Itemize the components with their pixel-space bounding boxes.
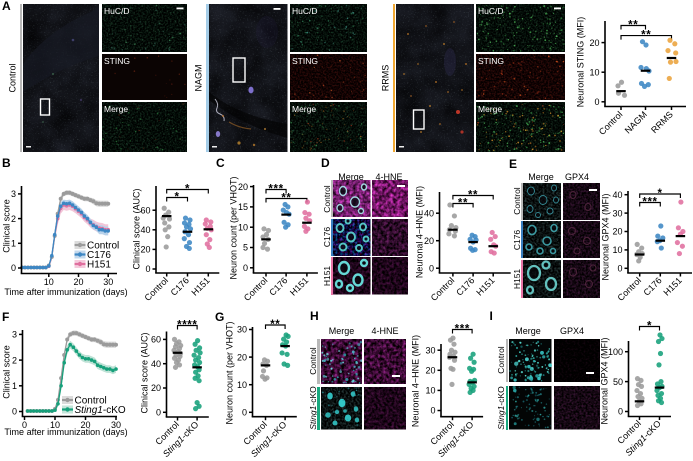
svg-text:20: 20: [424, 236, 434, 246]
svg-text:0: 0: [429, 263, 434, 273]
svg-text:Control: Control: [597, 109, 625, 137]
svg-text:**: **: [270, 319, 280, 331]
svg-text:3: 3: [12, 330, 17, 340]
svg-text:40: 40: [151, 359, 161, 369]
svg-text:0: 0: [594, 97, 599, 107]
svg-text:Control: Control: [242, 275, 270, 303]
svg-text:40: 40: [424, 208, 434, 218]
svg-text:20: 20: [238, 182, 248, 192]
svg-text:***: ***: [268, 184, 283, 196]
svg-text:H151: H151: [474, 275, 496, 297]
svg-text:40: 40: [612, 190, 622, 200]
svg-text:20: 20: [589, 38, 599, 48]
svg-text:*: *: [658, 188, 663, 200]
svg-text:15: 15: [238, 202, 248, 212]
svg-text:C176: C176: [641, 275, 663, 297]
svg-text:10: 10: [612, 245, 622, 255]
svg-text:**: **: [458, 198, 468, 210]
svg-text:Control: Control: [143, 275, 171, 303]
svg-text:1: 1: [11, 239, 16, 249]
svg-text:10: 10: [44, 277, 54, 287]
svg-text:0: 0: [12, 407, 17, 417]
svg-text:10: 10: [589, 67, 599, 77]
svg-text:10: 10: [425, 386, 435, 396]
svg-text:0: 0: [156, 408, 161, 418]
svg-text:C176: C176: [87, 250, 111, 261]
svg-text:**: **: [628, 20, 638, 32]
svg-text:H151: H151: [87, 260, 111, 271]
svg-text:Control: Control: [616, 275, 644, 303]
svg-text:20: 20: [425, 366, 435, 376]
svg-text:Control: Control: [87, 241, 119, 252]
svg-text:1: 1: [12, 381, 17, 391]
svg-text:0: 0: [242, 408, 247, 418]
svg-text:20: 20: [612, 227, 622, 237]
svg-text:Sting1-cKO: Sting1-cKO: [75, 405, 126, 416]
svg-text:30: 30: [612, 208, 622, 218]
svg-text:*: *: [175, 192, 180, 204]
svg-text:****: ****: [177, 320, 197, 332]
svg-text:40: 40: [140, 225, 150, 235]
svg-text:C176: C176: [169, 275, 191, 297]
svg-text:H151: H151: [189, 275, 211, 297]
svg-text:30: 30: [103, 277, 113, 287]
svg-text:20: 20: [237, 352, 247, 362]
svg-text:0: 0: [145, 264, 150, 274]
svg-text:2: 2: [11, 214, 16, 224]
svg-text:30: 30: [425, 345, 435, 355]
svg-text:**: **: [281, 193, 291, 205]
svg-text:20: 20: [80, 420, 90, 430]
svg-text:10: 10: [238, 222, 248, 232]
svg-text:5: 5: [243, 243, 248, 253]
svg-text:20: 20: [151, 383, 161, 393]
svg-text:0: 0: [430, 406, 435, 416]
svg-text:50: 50: [613, 377, 623, 387]
svg-text:H151: H151: [288, 275, 310, 297]
svg-text:**: **: [468, 190, 478, 202]
svg-text:NAGM: NAGM: [623, 109, 649, 135]
svg-text:20: 20: [140, 245, 150, 255]
svg-text:30: 30: [237, 325, 247, 335]
svg-text:0: 0: [243, 263, 248, 273]
svg-text:2: 2: [12, 355, 17, 365]
svg-text:***: ***: [642, 197, 657, 209]
svg-text:3: 3: [11, 189, 16, 199]
svg-text:H151: H151: [662, 275, 684, 297]
svg-text:60: 60: [151, 335, 161, 345]
svg-text:C176: C176: [454, 275, 476, 297]
svg-text:0: 0: [618, 407, 623, 417]
svg-text:0: 0: [11, 263, 16, 273]
svg-text:**: **: [641, 30, 651, 42]
svg-text:RRMS: RRMS: [649, 109, 675, 135]
svg-text:10: 10: [50, 420, 60, 430]
svg-text:60: 60: [140, 205, 150, 215]
svg-text:Control: Control: [429, 275, 457, 303]
svg-text:30: 30: [111, 420, 121, 430]
svg-text:C176: C176: [267, 275, 289, 297]
svg-text:***: ***: [455, 324, 470, 336]
svg-text:Control: Control: [75, 396, 107, 407]
svg-text:0: 0: [22, 420, 27, 430]
svg-text:0: 0: [617, 264, 622, 274]
svg-text:*: *: [647, 321, 652, 333]
svg-text:20: 20: [73, 277, 83, 287]
svg-text:100: 100: [608, 347, 623, 357]
svg-text:10: 10: [237, 380, 247, 390]
svg-text:*: *: [185, 184, 190, 196]
